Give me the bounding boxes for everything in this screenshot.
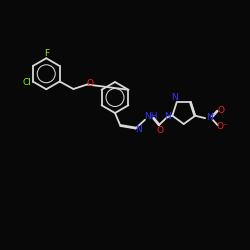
Text: O: O [157,126,164,135]
Text: +: + [209,112,214,117]
Text: NH: NH [144,112,157,121]
Text: N: N [164,112,171,121]
Text: N: N [136,125,142,134]
Text: N: N [171,93,177,102]
Text: N: N [206,114,212,122]
Text: O⁻: O⁻ [217,122,228,131]
Text: Cl: Cl [23,78,32,87]
Text: O: O [218,106,225,115]
Text: F: F [44,49,49,58]
Text: O: O [87,79,94,88]
